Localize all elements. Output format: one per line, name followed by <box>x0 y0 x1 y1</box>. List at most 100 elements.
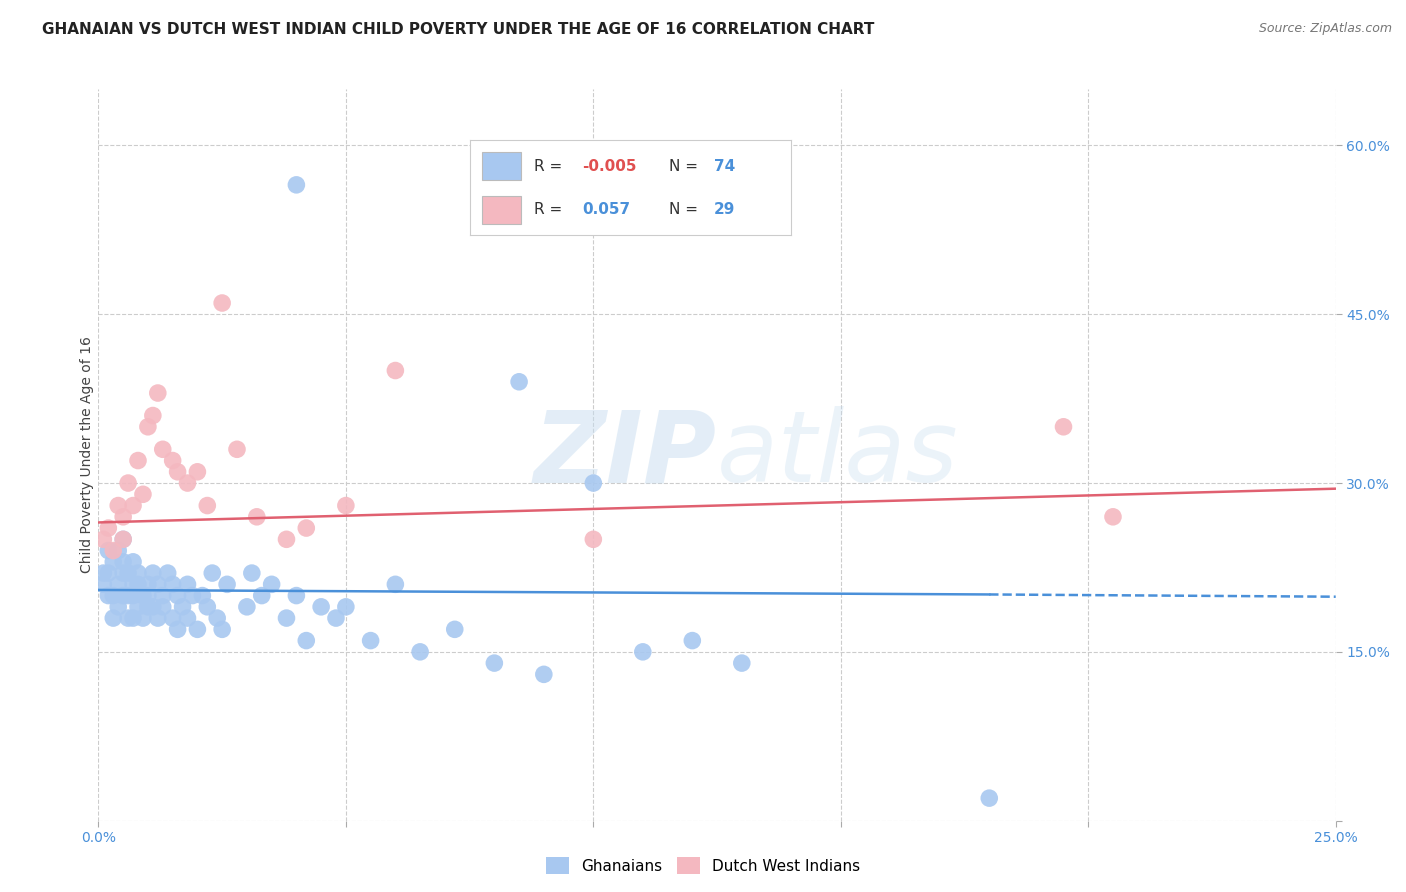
Point <box>122 499 145 513</box>
Point <box>533 667 555 681</box>
Point <box>93 566 115 580</box>
Point <box>122 555 145 569</box>
Point <box>384 363 406 377</box>
Point <box>285 589 308 603</box>
Point <box>103 589 125 603</box>
Point <box>195 499 218 513</box>
Point <box>127 566 149 580</box>
Point <box>112 566 135 580</box>
Point <box>205 611 228 625</box>
Text: 29: 29 <box>714 202 735 218</box>
Point <box>122 577 145 591</box>
Point <box>276 533 298 547</box>
Text: 0.057: 0.057 <box>582 202 630 218</box>
Point <box>360 633 382 648</box>
Point <box>309 599 332 614</box>
Point <box>162 577 184 591</box>
Point <box>112 509 135 524</box>
Point <box>162 453 184 467</box>
Point <box>127 453 149 467</box>
Point <box>166 465 188 479</box>
Point <box>152 442 174 457</box>
Point <box>93 577 115 591</box>
Point <box>122 589 145 603</box>
Text: GHANAIAN VS DUTCH WEST INDIAN CHILD POVERTY UNDER THE AGE OF 16 CORRELATION CHAR: GHANAIAN VS DUTCH WEST INDIAN CHILD POVE… <box>42 22 875 37</box>
Point <box>201 566 224 580</box>
Point <box>146 611 169 625</box>
Point <box>146 386 169 401</box>
Point <box>186 465 208 479</box>
Point <box>117 566 139 580</box>
Point <box>409 645 432 659</box>
Point <box>93 533 115 547</box>
Text: N =: N = <box>669 159 703 174</box>
Point <box>582 476 605 491</box>
Text: 74: 74 <box>714 159 735 174</box>
Point <box>127 599 149 614</box>
Text: -0.005: -0.005 <box>582 159 637 174</box>
FancyBboxPatch shape <box>482 152 522 180</box>
Point <box>136 599 159 614</box>
Point <box>195 599 218 614</box>
Point <box>166 589 188 603</box>
Point <box>107 543 129 558</box>
Point <box>166 623 188 637</box>
Y-axis label: Child Poverty Under the Age of 16: Child Poverty Under the Age of 16 <box>80 336 94 574</box>
Point <box>325 611 347 625</box>
Text: Source: ZipAtlas.com: Source: ZipAtlas.com <box>1258 22 1392 36</box>
Point <box>132 611 155 625</box>
Point <box>276 611 298 625</box>
Point <box>103 611 125 625</box>
Point <box>240 566 263 580</box>
Point <box>142 599 165 614</box>
Point <box>132 589 155 603</box>
Point <box>112 533 135 547</box>
Point <box>132 487 155 501</box>
Point <box>152 589 174 603</box>
Point <box>152 599 174 614</box>
Point <box>142 566 165 580</box>
Point <box>250 589 273 603</box>
Point <box>176 611 198 625</box>
Point <box>162 611 184 625</box>
Point <box>443 623 465 637</box>
Point <box>117 611 139 625</box>
Point <box>217 577 239 591</box>
Point <box>285 178 308 192</box>
Point <box>979 791 1001 805</box>
Text: R =: R = <box>534 159 567 174</box>
Point <box>97 543 120 558</box>
Point <box>97 566 120 580</box>
Point <box>508 375 530 389</box>
Point <box>631 645 654 659</box>
Point <box>211 296 233 310</box>
Point <box>582 533 605 547</box>
Point <box>142 409 165 423</box>
Point <box>103 543 125 558</box>
Point <box>295 633 318 648</box>
Point <box>260 577 283 591</box>
Point <box>246 509 269 524</box>
Point <box>335 499 357 513</box>
Text: N =: N = <box>669 202 703 218</box>
Point <box>97 589 120 603</box>
Text: ZIP: ZIP <box>534 407 717 503</box>
Point <box>384 577 406 591</box>
Point <box>731 656 754 670</box>
Point <box>181 589 204 603</box>
FancyBboxPatch shape <box>482 195 522 224</box>
Point <box>136 577 159 591</box>
Point <box>136 419 159 434</box>
Point <box>112 555 135 569</box>
Point <box>335 599 357 614</box>
Point <box>236 599 259 614</box>
Point <box>103 555 125 569</box>
Point <box>1052 419 1074 434</box>
Point <box>186 623 208 637</box>
Point <box>146 577 169 591</box>
Point <box>122 611 145 625</box>
Point <box>1102 509 1125 524</box>
Point <box>172 599 194 614</box>
Point <box>117 476 139 491</box>
Point <box>176 577 198 591</box>
